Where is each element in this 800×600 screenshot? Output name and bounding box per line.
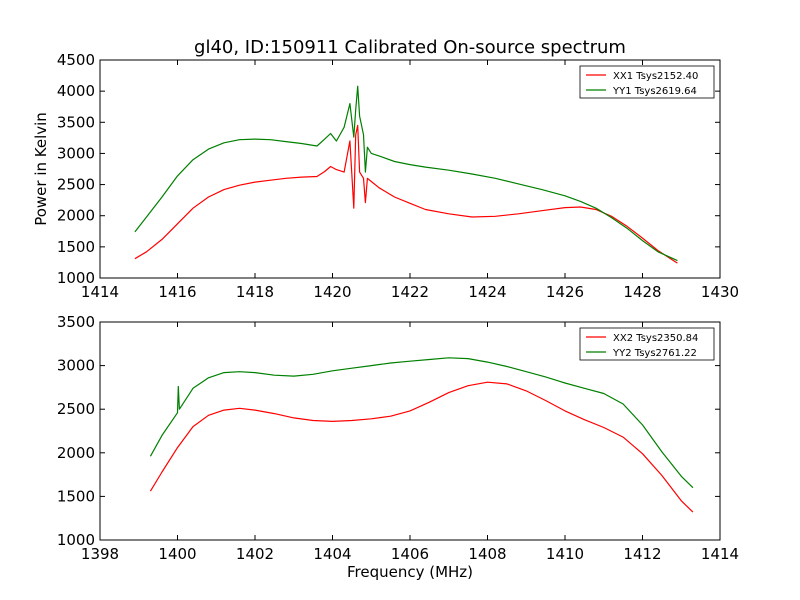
y-tick-label: 1000	[57, 531, 95, 549]
x-tick-label: 1424	[468, 283, 506, 301]
series-line-2-1	[149, 381, 694, 513]
x-tick-label: 1400	[158, 545, 196, 563]
x-tick-label: 1402	[236, 545, 274, 563]
y-tick-label: 1500	[57, 487, 95, 505]
legend-label: YY1 Tsys2619.64	[612, 86, 697, 97]
series-line-1-2	[134, 85, 678, 262]
x-tick-label: 1414	[81, 283, 119, 301]
y-tick-label: 3000	[57, 144, 95, 162]
legend-box-2	[579, 327, 715, 361]
x-tick-label: 1398	[81, 545, 119, 563]
legend-label: YY2 Tsys2761.22	[612, 348, 697, 359]
plot-panel-2: 1398 1400 1402 1404 1406 1408 1410 1412 1414 1000…	[57, 313, 739, 581]
x-tick-label: 1420	[313, 283, 351, 301]
legend-label: XX2 Tsys2350.84	[613, 333, 698, 344]
y-tick-label: 3000	[57, 357, 95, 375]
y-tick-label: 3500	[57, 113, 95, 131]
x-tick-label: 1416	[158, 283, 196, 301]
x-tick-label: 1408	[468, 545, 506, 563]
y-tick-label: 2000	[57, 207, 95, 225]
plot-panel-1: 1414 1416 1418 1420 1422 1424 1426 1428 1430 1000…	[32, 51, 739, 301]
y-tick-label: 1000	[57, 269, 95, 287]
y-tick-label: 1500	[57, 238, 95, 256]
series-line-2-2	[149, 357, 694, 489]
y-tick-label: 2000	[57, 444, 95, 462]
legend-box-1	[579, 65, 715, 99]
x-axis-label: Frequency (MHz)	[347, 563, 473, 581]
y-tick-label: 4000	[57, 82, 95, 100]
chart-title: gl40, ID:150911 Calibrated On-source spe…	[194, 37, 626, 58]
x-tick-label: 1412	[623, 545, 661, 563]
y-tick-label: 3500	[57, 313, 95, 331]
y-tick-label: 4500	[57, 51, 95, 69]
legend-label: XX1 Tsys2152.40	[613, 71, 698, 82]
x-tick-label: 1410	[546, 545, 584, 563]
x-tick-label: 1418	[236, 283, 274, 301]
x-tick-label: 1404	[313, 545, 351, 563]
y-tick-label: 2500	[57, 400, 95, 418]
x-tick-label: 1430	[701, 283, 739, 301]
x-tick-label: 1426	[546, 283, 584, 301]
y-tick-label: 2500	[57, 176, 95, 194]
x-tick-label: 1422	[391, 283, 429, 301]
x-tick-label: 1428	[623, 283, 661, 301]
x-tick-label: 1414	[701, 545, 739, 563]
x-tick-label: 1406	[391, 545, 429, 563]
series-line-1-1	[134, 124, 678, 264]
y-axis-label: Power in Kelvin	[32, 112, 50, 226]
